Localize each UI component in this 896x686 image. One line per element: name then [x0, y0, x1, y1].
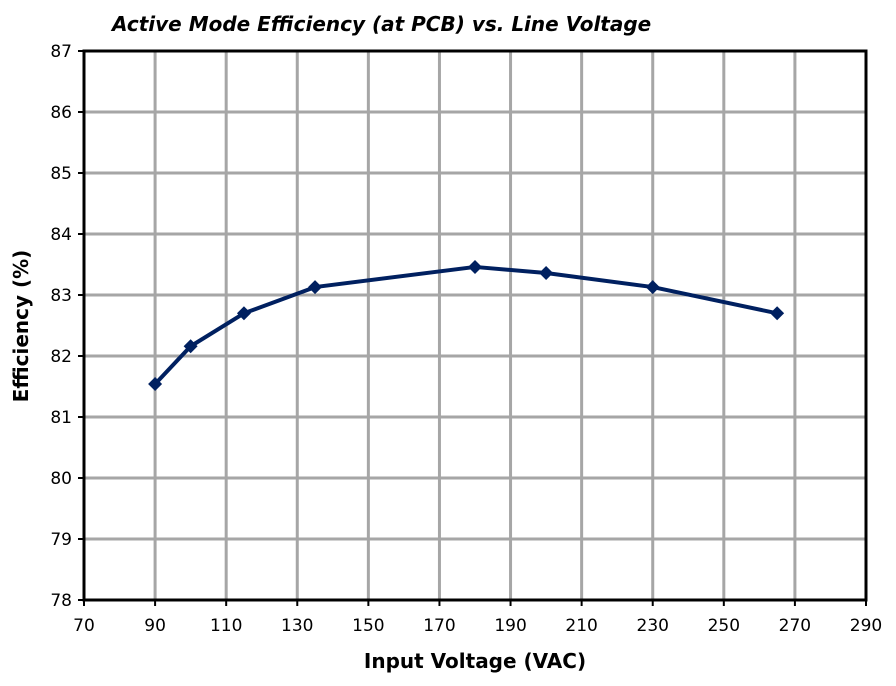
data-point-marker: [236, 306, 251, 321]
x-tick-label: 90: [144, 616, 166, 636]
y-tick-label: 86: [50, 103, 72, 123]
x-tick-label: 190: [494, 616, 526, 636]
series-line: [153, 264, 778, 386]
y-tick-label: 81: [50, 408, 72, 428]
y-tick-label: 85: [50, 164, 72, 184]
x-tick-labels: 70 90 110 130 150 170 190 210 230 250 270 290: [73, 616, 882, 636]
x-tick-label: 270: [779, 616, 811, 636]
chart-title: Active Mode Efficiency (at PCB) vs. Line…: [110, 12, 651, 36]
x-tick-label: 230: [637, 616, 669, 636]
y-tick-label: 84: [50, 225, 72, 245]
data-point-marker: [148, 377, 163, 392]
x-tick-label: 210: [565, 616, 597, 636]
x-tick-label: 70: [73, 616, 95, 636]
y-tick-label: 87: [50, 42, 72, 62]
x-tick-label: 290: [850, 616, 882, 636]
y-tick-label: 83: [50, 286, 72, 306]
y-tick-label: 82: [50, 347, 72, 367]
x-axis-label: Input Voltage (VAC): [364, 649, 586, 673]
data-point-marker: [308, 280, 323, 295]
data-point-marker: [645, 280, 660, 295]
y-axis-label: Efficiency (%): [9, 250, 33, 403]
series: [148, 259, 785, 392]
y-tick-label: 78: [50, 591, 72, 611]
y-tick-labels: 78 79 80 81 82 83 84 85 86 87: [50, 42, 72, 611]
x-tick-label: 250: [708, 616, 740, 636]
x-tick-label: 170: [423, 616, 455, 636]
y-tick-label: 80: [50, 469, 72, 489]
x-tick-label: 110: [210, 616, 242, 636]
y-tick-label: 79: [50, 530, 72, 550]
plot-frame: [82, 49, 868, 602]
data-point-marker: [770, 306, 785, 321]
data-point-marker: [468, 259, 482, 274]
data-point-marker: [183, 339, 198, 354]
x-tick-label: 150: [352, 616, 384, 636]
grid: [78, 49, 868, 606]
data-point-marker: [539, 266, 554, 281]
x-tick-label: 130: [281, 616, 313, 636]
